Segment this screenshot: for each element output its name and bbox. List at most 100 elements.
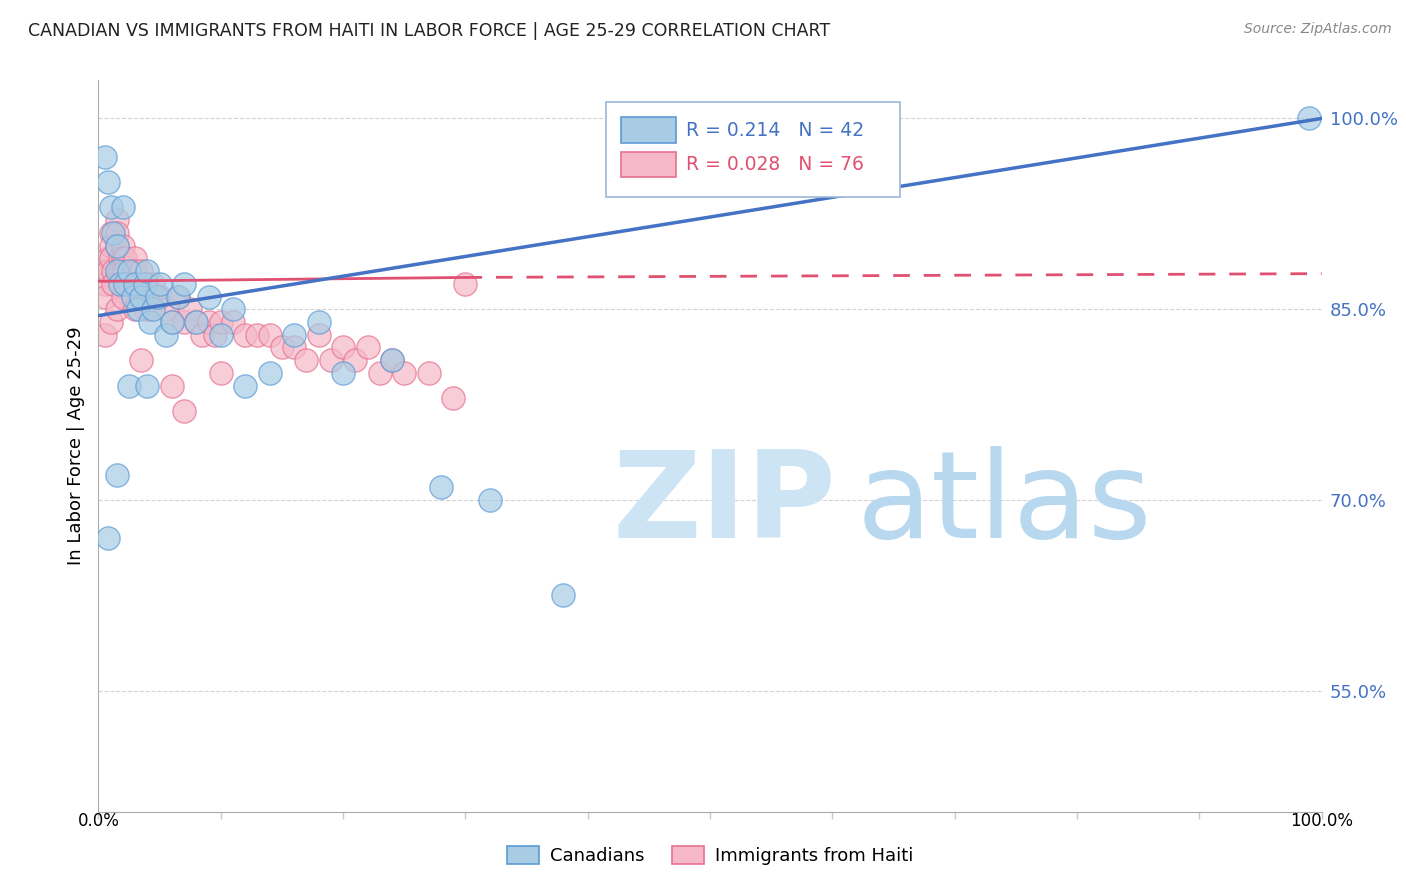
Point [454,277,477,291]
Point [233,327,256,342]
Point [139,302,162,317]
Point [441,392,464,406]
Point [160,378,183,392]
Point [105,238,128,252]
Point [100,226,122,240]
Point [308,315,330,329]
Point [100,315,122,329]
Point [97,252,120,266]
Point [173,315,195,329]
Point [134,302,156,317]
Text: Source: ZipAtlas.com: Source: ZipAtlas.com [1244,22,1392,37]
Point [553,589,575,603]
Point [160,315,183,329]
Point [344,353,367,368]
Point [105,264,128,278]
FancyBboxPatch shape [606,103,900,197]
Point [209,366,232,380]
Point [127,277,149,291]
Point [233,378,256,392]
Point [105,302,128,317]
Point [160,315,183,329]
Point [155,302,177,317]
Point [127,289,149,303]
Point [308,327,330,342]
Point [259,366,281,380]
Point [97,531,120,545]
Point [111,252,134,266]
Point [186,315,208,329]
Point [93,289,115,303]
Point [129,277,152,291]
Point [478,493,501,508]
Point [259,327,281,342]
Point [114,252,136,266]
Point [155,327,177,342]
Point [392,366,416,380]
Point [111,289,134,303]
Point [105,238,128,252]
Point [124,277,146,291]
Point [186,315,208,329]
Point [136,378,159,392]
Point [111,238,134,252]
Point [124,302,146,317]
Point [167,289,190,303]
Point [142,302,165,317]
Point [111,264,134,278]
Point [93,327,115,342]
Text: ZIP: ZIP [612,446,837,563]
Point [101,226,124,240]
Point [167,289,190,303]
Point [110,277,132,291]
Point [118,378,141,392]
Point [381,353,404,368]
Point [124,252,146,266]
Point [129,353,152,368]
Point [283,340,305,354]
Point [222,302,245,317]
Point [129,289,152,303]
Point [319,353,342,368]
Point [111,201,134,215]
Point [197,289,219,303]
Point [127,302,149,317]
Point [197,315,219,329]
Text: 100.0%: 100.0% [1291,812,1353,830]
Point [173,277,195,291]
Point [118,289,141,303]
Point [142,277,165,291]
Point [295,353,318,368]
Point [149,277,172,291]
Text: R = 0.028   N = 76: R = 0.028 N = 76 [686,155,863,174]
Point [97,264,120,278]
Point [149,289,172,303]
Point [121,264,143,278]
Point [332,340,354,354]
Text: CANADIAN VS IMMIGRANTS FROM HAITI IN LABOR FORCE | AGE 25-29 CORRELATION CHART: CANADIAN VS IMMIGRANTS FROM HAITI IN LAB… [28,22,831,40]
Y-axis label: In Labor Force | Age 25-29: In Labor Force | Age 25-29 [66,326,84,566]
Point [222,315,245,329]
Point [105,226,128,240]
Point [101,264,124,278]
Point [129,264,152,278]
Point [173,404,195,418]
Point [118,277,141,291]
Point [136,289,159,303]
FancyBboxPatch shape [620,117,676,143]
Point [368,366,391,380]
Point [124,264,146,278]
Text: R = 0.214   N = 42: R = 0.214 N = 42 [686,120,863,139]
FancyBboxPatch shape [620,152,676,178]
Point [93,150,115,164]
Point [93,277,115,291]
Point [381,353,404,368]
Point [110,264,132,278]
Point [105,467,128,482]
Point [121,277,143,291]
Point [136,264,159,278]
Text: atlas: atlas [856,446,1153,563]
Point [93,264,115,278]
Point [283,327,305,342]
Point [114,277,136,291]
